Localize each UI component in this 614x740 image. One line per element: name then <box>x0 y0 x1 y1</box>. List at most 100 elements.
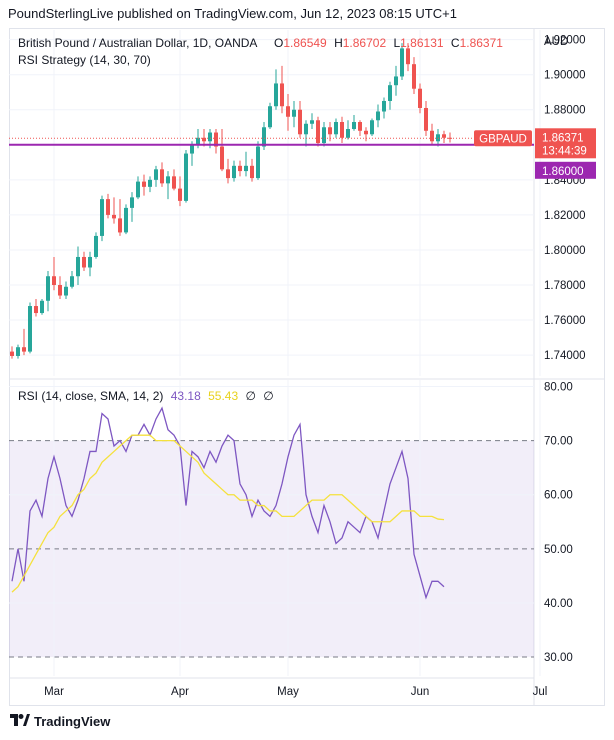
candle <box>94 232 98 259</box>
candle <box>46 270 50 312</box>
candle <box>244 151 248 177</box>
candle <box>70 270 74 289</box>
candle <box>88 251 92 277</box>
candle <box>10 346 14 359</box>
rsi-y-ticks: 80.00 70.00 60.00 50.00 40.00 30.00 <box>544 381 573 664</box>
rsi-grid <box>9 380 541 676</box>
close-label: C <box>451 36 460 50</box>
tradingview-footer[interactable]: TradingView <box>10 714 110 729</box>
candle <box>418 83 422 114</box>
price-grid <box>9 30 541 376</box>
low-value: 1.86131 <box>400 36 444 50</box>
brand-name: TradingView <box>34 714 111 729</box>
last-price-value: 1.86371 <box>542 132 584 144</box>
candle <box>340 116 344 144</box>
candle <box>394 65 398 96</box>
candle <box>280 65 284 114</box>
candle <box>238 160 242 177</box>
chart-svg[interactable]: 1.920001.900001.880001.860001.840001.820… <box>0 0 614 710</box>
candle <box>34 299 38 317</box>
candle <box>118 199 122 236</box>
candle <box>100 195 104 242</box>
candle <box>214 129 218 154</box>
open-value: 1.86549 <box>283 36 327 50</box>
x-tick-label: Mar <box>44 686 64 698</box>
candle <box>82 251 86 271</box>
ticker-badge: GBPAUD <box>474 130 532 147</box>
symbol-title: British Pound / Australian Dollar, 1D, O… <box>18 36 257 50</box>
candle <box>76 246 80 285</box>
candle <box>40 299 44 315</box>
candle <box>448 132 452 143</box>
candle <box>220 129 224 172</box>
candle <box>436 129 440 147</box>
na-value-2: ∅ <box>263 389 273 403</box>
candle <box>172 169 176 191</box>
candle <box>58 276 62 300</box>
candle <box>130 192 134 222</box>
rsi-sma-line <box>11 434 445 593</box>
candle <box>430 123 434 145</box>
publish-header: PoundSterlingLive published on TradingVi… <box>8 6 457 21</box>
candle <box>310 113 314 130</box>
ohlc-readout: O1.86549 H1.86702 L1.86131 C1.86371 <box>274 36 503 50</box>
candle <box>142 174 146 196</box>
rsi-label: RSI (14, close, SMA, 14, 2) <box>18 389 163 403</box>
rsi-tick-label: 70.00 <box>544 436 573 448</box>
candle <box>442 130 446 144</box>
price-tick-label: 1.88000 <box>544 105 586 117</box>
candle <box>112 197 116 224</box>
na-value-1: ∅ <box>245 389 255 403</box>
high-label: H <box>334 36 343 50</box>
candle <box>184 150 188 203</box>
candle <box>148 176 152 193</box>
x-tick-label: Apr <box>171 686 189 698</box>
candle <box>352 115 356 131</box>
open-label: O <box>274 36 283 50</box>
candle <box>412 57 416 94</box>
tradingview-logo-icon <box>10 714 30 729</box>
candle <box>256 141 260 180</box>
x-tick-label: May <box>277 686 299 698</box>
currency-label: AUD <box>544 36 568 48</box>
candle <box>268 102 272 130</box>
candle <box>154 165 158 187</box>
candle <box>160 162 164 187</box>
candle <box>250 158 254 182</box>
candle <box>358 120 362 137</box>
candle <box>22 328 26 356</box>
price-tick-label: 1.74000 <box>544 350 586 362</box>
candle <box>232 160 236 182</box>
candle <box>16 344 20 359</box>
price-tick-label: 1.80000 <box>544 245 586 257</box>
candle <box>400 43 404 80</box>
level-badge: 1.86000 <box>535 161 596 179</box>
candle <box>274 69 278 110</box>
x-ticks: Mar Apr May Jun Jul <box>44 686 547 698</box>
candle <box>388 81 392 110</box>
sma-value: 55.43 <box>208 389 238 403</box>
candle <box>52 256 56 291</box>
candle <box>202 129 206 147</box>
candle <box>370 118 374 137</box>
candle <box>124 204 128 235</box>
price-tick-label: 1.82000 <box>544 210 586 222</box>
candle <box>28 302 32 354</box>
candle <box>106 193 110 219</box>
low-label: L <box>393 36 400 50</box>
candle <box>304 120 308 147</box>
candle <box>364 127 368 142</box>
candle <box>136 176 140 200</box>
x-tick-label: Jul <box>533 686 548 698</box>
candle <box>292 100 296 128</box>
rsi-tick-label: 50.00 <box>544 544 573 556</box>
candle <box>298 100 302 138</box>
candle <box>406 43 410 72</box>
x-tick-label: Jun <box>411 686 430 698</box>
price-tick-label: 1.76000 <box>544 315 586 327</box>
price-tick-label: 1.78000 <box>544 280 586 292</box>
candle <box>166 171 170 200</box>
rsi-tick-label: 60.00 <box>544 490 573 502</box>
rsi-legend: RSI (14, close, SMA, 14, 2) 43.18 55.43 … <box>18 389 274 403</box>
